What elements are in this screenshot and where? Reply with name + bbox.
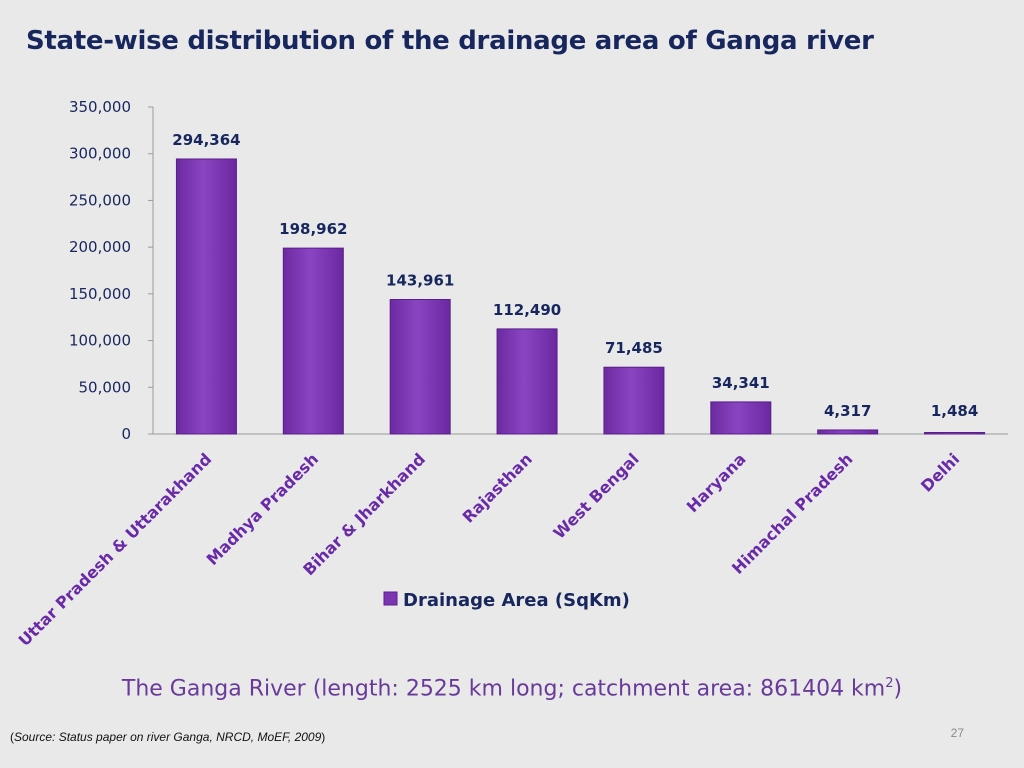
subtitle-main: The Ganga River (length: 2525 km long; c… bbox=[121, 676, 886, 702]
data-label: 1,484 bbox=[931, 402, 978, 420]
data-labels: 294,364 198,962 143,961 112,490 71,485 34,341… bbox=[172, 131, 978, 420]
subtitle-superscript: 2 bbox=[885, 676, 894, 691]
chart-legend: Drainage Area (SqKm) bbox=[383, 590, 630, 611]
bar bbox=[710, 401, 772, 435]
bar bbox=[175, 158, 237, 435]
subtitle-end: ) bbox=[893, 676, 903, 702]
data-label: 143,961 bbox=[386, 271, 454, 289]
bar-chart: 0 50,000 100,000 150,000 200,000 250,000 300,0… bbox=[15, 98, 1008, 650]
data-label: 4,317 bbox=[824, 402, 871, 420]
y-tick-label: 50,000 bbox=[79, 378, 132, 396]
y-tick-label: 100,000 bbox=[69, 332, 131, 350]
bar bbox=[496, 328, 558, 435]
y-tick-label: 0 bbox=[121, 425, 131, 443]
y-axis-ticks: 0 50,000 100,000 150,000 200,000 250,000 300,0… bbox=[69, 98, 153, 443]
bar bbox=[817, 429, 879, 435]
data-label: 112,490 bbox=[493, 301, 561, 319]
source-open-paren: ( bbox=[10, 730, 14, 744]
y-tick-label: 350,000 bbox=[69, 98, 131, 116]
x-tick-label: Delhi bbox=[917, 449, 963, 495]
y-tick-label: 250,000 bbox=[69, 191, 131, 209]
page-number: 27 bbox=[950, 726, 964, 740]
y-tick-label: 150,000 bbox=[69, 285, 131, 303]
x-tick-label: Himachal Pradesh bbox=[728, 449, 856, 577]
y-tick-label: 300,000 bbox=[69, 145, 131, 163]
data-label: 294,364 bbox=[172, 131, 240, 149]
x-tick-label: Rajasthan bbox=[459, 449, 536, 526]
data-label: 34,341 bbox=[712, 374, 770, 392]
legend-label: Drainage Area (SqKm) bbox=[403, 590, 630, 611]
x-tick-label: Uttar Pradesh & Uttarakhand bbox=[15, 449, 216, 650]
data-label: 198,962 bbox=[279, 220, 347, 238]
chart-subtitle: The Ganga River (length: 2525 km long; c… bbox=[0, 676, 1024, 701]
legend-swatch bbox=[383, 591, 398, 606]
chart-axes bbox=[152, 107, 1008, 435]
bar-series bbox=[175, 158, 986, 435]
source-close-paren: ) bbox=[321, 730, 326, 744]
bar bbox=[282, 247, 344, 435]
bar bbox=[924, 432, 986, 435]
x-tick-label: Bihar & Jharkhand bbox=[299, 449, 429, 579]
x-tick-label: Madhya Pradesh bbox=[203, 449, 323, 569]
bar bbox=[603, 366, 665, 435]
data-label: 71,485 bbox=[605, 339, 663, 357]
y-tick-label: 200,000 bbox=[69, 238, 131, 256]
x-tick-label: West Bengal bbox=[550, 449, 643, 542]
source-text: Source: Status paper on river Ganga, NRC… bbox=[14, 730, 322, 744]
slide-title: State-wise distribution of the drainage … bbox=[26, 26, 874, 56]
source-citation: (Source: Status paper on river Ganga, NR… bbox=[10, 730, 325, 744]
bar bbox=[389, 298, 451, 435]
x-tick-label: Haryana bbox=[683, 449, 750, 516]
